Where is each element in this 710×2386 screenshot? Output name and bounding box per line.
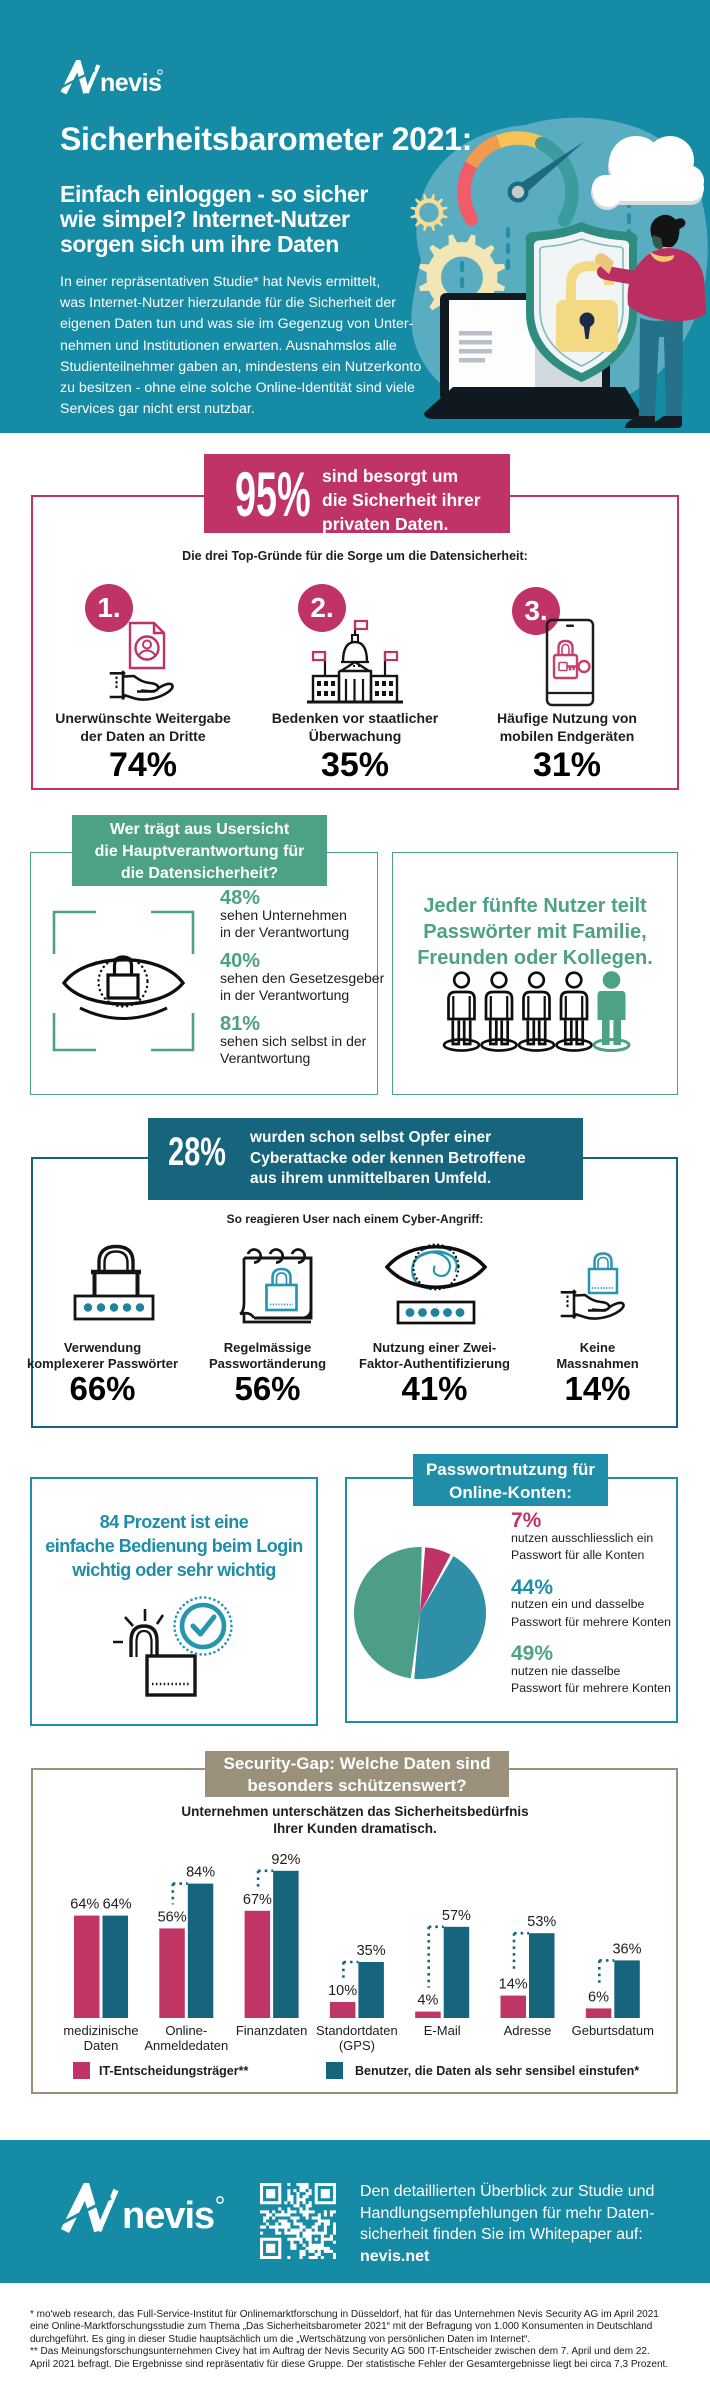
svg-text:medizinische: medizinische xyxy=(63,2023,138,2038)
svg-text:36%: 36% xyxy=(612,1941,641,1957)
svg-text:Standortdaten: Standortdaten xyxy=(316,2023,398,2038)
svg-text:E-Mail: E-Mail xyxy=(424,2023,461,2038)
svg-text:10%: 10% xyxy=(328,1983,357,1999)
svg-text:92%: 92% xyxy=(271,1852,300,1868)
svg-text:64%: 64% xyxy=(103,1897,132,1913)
svg-text:35%: 35% xyxy=(357,1943,386,1959)
svg-text:64%: 64% xyxy=(70,1897,99,1913)
svg-text:Anmeldedaten: Anmeldedaten xyxy=(144,2038,228,2053)
svg-text:(GPS): (GPS) xyxy=(339,2038,375,2053)
svg-text:67%: 67% xyxy=(243,1892,272,1908)
svg-text:84%: 84% xyxy=(186,1865,215,1881)
svg-text:57%: 57% xyxy=(442,1908,471,1924)
svg-text:Daten: Daten xyxy=(84,2038,119,2053)
svg-text:nevis: nevis xyxy=(122,2195,214,2237)
svg-text:14%: 14% xyxy=(499,1977,528,1993)
svg-text:Online-: Online- xyxy=(165,2023,207,2038)
svg-text:6%: 6% xyxy=(588,1989,609,2005)
svg-text:Geburtsdatum: Geburtsdatum xyxy=(572,2023,654,2038)
svg-text:Finanzdaten: Finanzdaten xyxy=(236,2023,308,2038)
svg-text:nevis: nevis xyxy=(100,69,161,96)
svg-text:4%: 4% xyxy=(417,1993,438,2009)
svg-text:Adresse: Adresse xyxy=(504,2023,552,2038)
svg-text:56%: 56% xyxy=(158,1909,187,1925)
svg-text:53%: 53% xyxy=(527,1914,556,1930)
